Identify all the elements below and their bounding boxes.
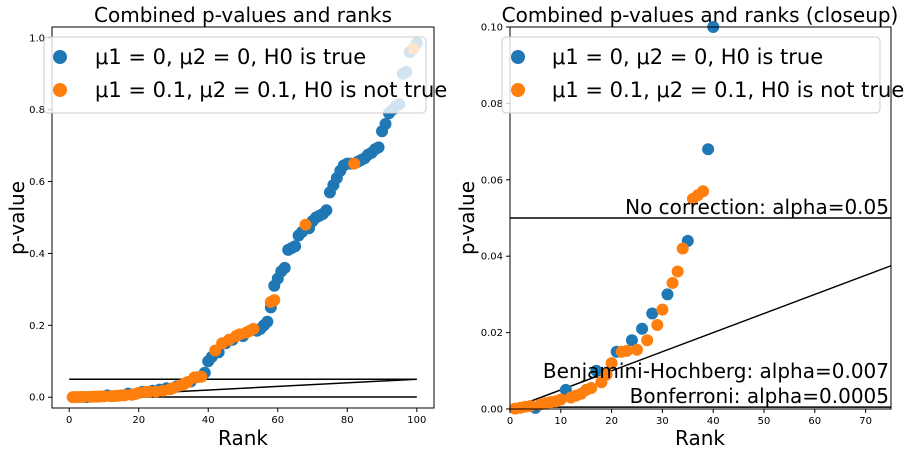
legend-label-alt-closeup: μ1 = 0.1, μ2 = 0.1, H0 is not true	[552, 78, 904, 102]
x-tick-label: 0	[66, 415, 72, 426]
point-null	[320, 204, 333, 217]
point-alt	[299, 218, 312, 231]
legend-marker-null	[53, 50, 67, 64]
point-alt	[268, 294, 281, 307]
point-null	[636, 322, 649, 335]
legend-label-alt: μ1 = 0.1, μ2 = 0.1, H0 is not true	[95, 78, 447, 102]
plot-frame-closeup	[509, 26, 892, 410]
point-alt	[348, 157, 361, 170]
x-axis-ticks: 0 20 40 60 80 100	[66, 408, 426, 426]
y-tick-label: 0.8	[29, 105, 45, 116]
x-tick-label: 80	[341, 415, 354, 426]
point-alt	[620, 344, 633, 357]
point-alt	[676, 242, 689, 255]
point-null	[702, 143, 715, 156]
legend-box-closeup	[501, 36, 881, 114]
annotation-no-correction: No correction: alpha=0.05	[625, 195, 889, 219]
point-alt	[656, 303, 669, 316]
y-axis-ticks-closeup: 0.00 0.02 0.04 0.06 0.08 0.10	[481, 23, 510, 416]
point-null	[289, 240, 302, 253]
y-tick-label: 0.10	[481, 23, 503, 34]
x-tick-label: 100	[407, 415, 426, 426]
point-null	[261, 315, 274, 328]
point-alt	[697, 185, 710, 198]
point-alt	[600, 368, 613, 381]
y-tick-label: 0.6	[29, 177, 45, 188]
legend-label-null: μ1 = 0, μ2 = 0, H0 is true	[95, 45, 366, 69]
x-tick-label: 0	[507, 416, 513, 427]
chart-title-closeup: Combined p-values and ranks (closeup)	[502, 3, 899, 27]
chart-panel-left: Combined p-values and ranks 0 20 40 60 80 100…	[5, 3, 447, 450]
point-alt	[671, 265, 684, 278]
point-alt	[605, 357, 618, 370]
legend-label-null-closeup: μ1 = 0, μ2 = 0, H0 is true	[552, 45, 823, 69]
chart-title: Combined p-values and ranks	[94, 3, 392, 27]
x-tick-label: 20	[132, 415, 145, 426]
point-alt	[631, 343, 643, 356]
y-tick-label: 0.0	[29, 393, 45, 404]
point-alt	[524, 399, 537, 412]
y-tick-label: 0.2	[29, 321, 45, 332]
y-axis-label: p-value	[5, 181, 29, 255]
x-tick-label: 70	[859, 416, 872, 427]
legend: μ1 = 0, μ2 = 0, H0 is true μ1 = 0.1, μ2 …	[43, 36, 447, 114]
point-alt	[651, 318, 664, 331]
legend-closeup: μ1 = 0, μ2 = 0, H0 is true μ1 = 0.1, μ2 …	[501, 36, 904, 114]
point-alt	[666, 276, 679, 289]
point-alt	[554, 393, 567, 406]
y-tick-label: 0.04	[481, 252, 503, 263]
legend-box	[43, 36, 427, 114]
y-tick-label: 1.0	[29, 33, 45, 44]
legend-marker-null-closeup	[511, 50, 525, 64]
y-tick-label: 0.02	[481, 328, 503, 339]
point-null	[278, 261, 291, 274]
x-axis-label: Rank	[218, 426, 268, 450]
point-null	[379, 118, 392, 131]
point-null	[590, 364, 603, 377]
threshold-lines-closeup	[509, 217, 892, 410]
point-null	[372, 141, 385, 154]
x-tick-label: 40	[202, 415, 215, 426]
legend-marker-alt-closeup	[511, 83, 525, 97]
y-tick-label: 0.08	[481, 99, 503, 110]
x-tick-label: 20	[605, 416, 618, 427]
chart-panel-right: Combined p-values and ranks (closeup) 0 1…	[455, 3, 904, 450]
point-alt	[641, 334, 654, 347]
point-alt	[195, 370, 208, 383]
annotation-benjamini-hochberg: Benjamini-Hochberg: alpha=0.007	[543, 359, 889, 383]
x-tick-label: 60	[271, 415, 284, 426]
x-axis-label-closeup: Rank	[675, 426, 725, 450]
x-axis-ticks-closeup: 0 10 20 30 40 50 60 70	[507, 409, 872, 427]
annotation-bonferroni: Bonferroni: alpha=0.0005	[630, 384, 889, 408]
point-null	[625, 334, 638, 347]
point-alt	[247, 322, 260, 335]
y-tick-label: 0.4	[29, 249, 45, 260]
point-alt	[585, 381, 598, 394]
x-tick-label: 60	[808, 416, 821, 427]
point-null	[646, 307, 659, 320]
x-tick-label: 10	[554, 416, 567, 427]
y-tick-label: 0.06	[481, 175, 503, 186]
data-points	[66, 37, 423, 404]
x-tick-label: 50	[758, 416, 771, 427]
bh-line	[509, 265, 892, 410]
plot-frame	[51, 26, 435, 409]
y-tick-label: 0.00	[481, 405, 503, 416]
y-axis-label-closeup: p-value	[455, 181, 479, 255]
x-tick-label: 40	[707, 416, 720, 427]
x-tick-label: 30	[656, 416, 669, 427]
point-null	[661, 288, 674, 301]
legend-marker-alt	[53, 83, 67, 97]
